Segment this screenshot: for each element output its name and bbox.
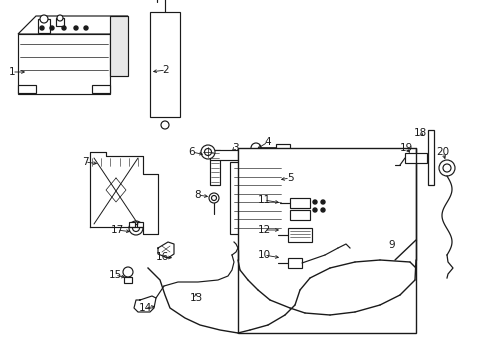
Circle shape [201, 145, 215, 159]
Circle shape [50, 26, 54, 30]
Bar [209, 150, 238, 160]
Bar [427, 130, 433, 185]
Bar [18, 85, 36, 93]
Circle shape [204, 148, 211, 156]
Text: 2: 2 [163, 65, 169, 75]
Polygon shape [110, 16, 128, 76]
Bar [285, 175, 290, 179]
Circle shape [208, 193, 219, 203]
Bar [287, 228, 311, 242]
Bar [38, 19, 50, 33]
Circle shape [211, 195, 216, 201]
Text: 20: 20 [436, 147, 448, 157]
Bar [287, 258, 302, 268]
Bar [289, 210, 309, 220]
Text: 9: 9 [388, 240, 394, 250]
Bar [238, 148, 415, 333]
Circle shape [161, 121, 169, 129]
Circle shape [250, 143, 261, 153]
Circle shape [312, 200, 316, 204]
Text: 7: 7 [81, 157, 88, 167]
Bar [209, 150, 220, 185]
Polygon shape [18, 16, 128, 34]
Bar [285, 183, 290, 187]
Bar [137, 222, 142, 227]
Circle shape [84, 26, 88, 30]
Text: 14: 14 [138, 303, 151, 313]
Text: 18: 18 [412, 128, 426, 138]
Text: 12: 12 [257, 225, 270, 235]
Text: 3: 3 [231, 143, 238, 153]
Text: 8: 8 [194, 190, 201, 200]
Circle shape [62, 26, 66, 30]
Bar [150, 12, 180, 117]
Circle shape [40, 26, 44, 30]
Circle shape [132, 225, 139, 231]
Bar [285, 192, 290, 196]
Bar [285, 226, 290, 230]
Text: 6: 6 [188, 147, 195, 157]
Text: 11: 11 [257, 195, 270, 205]
Text: 19: 19 [399, 143, 412, 153]
Circle shape [320, 208, 325, 212]
Bar [285, 200, 290, 204]
Text: 17: 17 [110, 225, 123, 235]
Circle shape [57, 15, 63, 21]
Text: 4: 4 [264, 137, 271, 147]
Bar [285, 166, 290, 170]
Bar [18, 34, 110, 94]
Circle shape [442, 164, 450, 172]
Text: 16: 16 [155, 252, 168, 262]
Text: 15: 15 [108, 270, 122, 280]
Bar [229, 162, 285, 234]
Text: 13: 13 [189, 293, 202, 303]
Circle shape [312, 208, 316, 212]
Circle shape [74, 26, 78, 30]
Bar [275, 144, 289, 152]
Circle shape [123, 267, 133, 277]
Bar [56, 18, 64, 26]
Text: 1: 1 [9, 67, 15, 77]
Bar [289, 198, 309, 208]
Circle shape [40, 15, 48, 23]
Circle shape [129, 221, 142, 235]
Bar [129, 222, 135, 227]
Bar [124, 277, 132, 283]
Circle shape [320, 200, 325, 204]
Bar [92, 85, 110, 93]
Bar [404, 153, 426, 163]
Text: 5: 5 [286, 173, 293, 183]
Bar [285, 217, 290, 221]
Text: 10: 10 [257, 250, 270, 260]
Bar [285, 209, 290, 213]
Circle shape [438, 160, 454, 176]
